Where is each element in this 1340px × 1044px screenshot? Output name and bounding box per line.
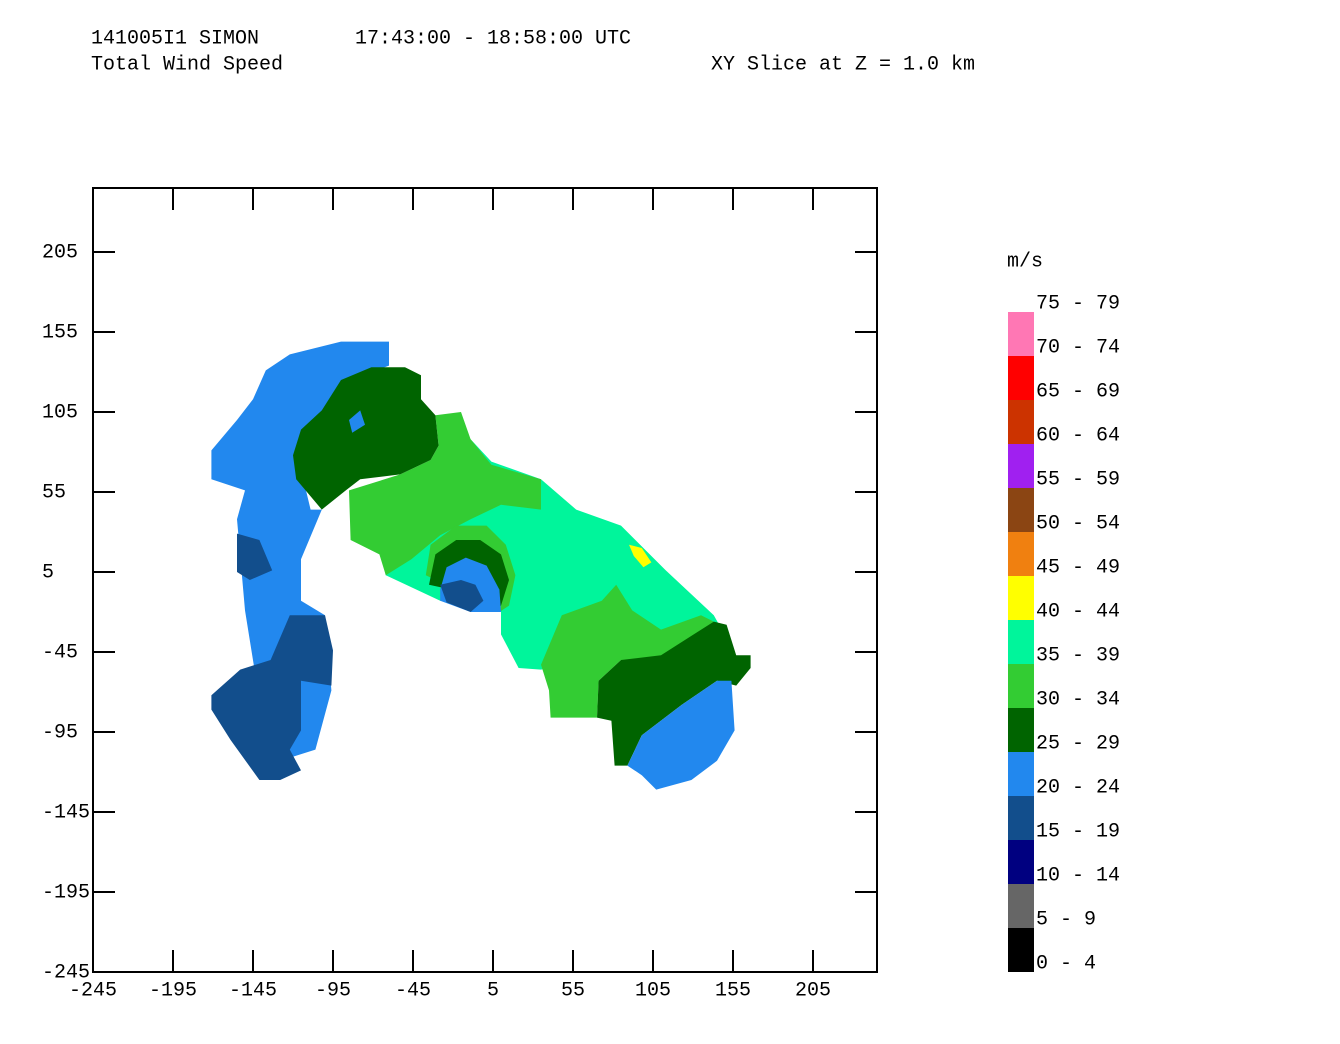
field-name: Total Wind Speed	[91, 53, 283, 76]
contour-region	[627, 680, 735, 790]
legend-label: 60 - 64	[1036, 424, 1120, 447]
contour-region	[237, 533, 273, 580]
legend-swatch	[1008, 488, 1034, 532]
y-tick-label: -195	[42, 881, 90, 904]
contour-region	[293, 367, 439, 510]
contour-region	[629, 544, 652, 568]
x-tick-label: 105	[635, 979, 671, 1002]
legend-label: 10 - 14	[1036, 864, 1120, 887]
contour-region	[349, 410, 365, 433]
legend-label: 75 - 79	[1036, 292, 1120, 315]
contour-region	[440, 580, 484, 612]
contour-region	[541, 584, 714, 718]
contour-region	[211, 341, 389, 761]
storm-name: 141005I1 SIMON	[91, 27, 259, 50]
legend-label: 65 - 69	[1036, 380, 1120, 403]
x-tick-label: 5	[487, 979, 499, 1002]
plot-frame	[92, 187, 878, 973]
contour-region	[597, 621, 751, 766]
y-tick-label: 5	[42, 561, 54, 584]
legend-label: 0 - 4	[1036, 952, 1096, 975]
legend-swatch	[1008, 576, 1034, 620]
slice-info: XY Slice at Z = 1.0 km	[711, 53, 975, 76]
y-tick-label: 105	[42, 401, 78, 424]
legend-label: 5 - 9	[1036, 908, 1096, 931]
x-tick-label: 205	[795, 979, 831, 1002]
contour-region	[349, 412, 541, 576]
x-tick-label: -195	[149, 979, 197, 1002]
x-tick-label: -245	[69, 979, 117, 1002]
y-tick-label: 205	[42, 241, 78, 264]
legend-label: 45 - 49	[1036, 556, 1120, 579]
legend-swatch	[1008, 312, 1034, 356]
y-tick-label: -45	[42, 641, 78, 664]
legend-swatch	[1008, 664, 1034, 708]
y-tick-label: -145	[42, 801, 90, 824]
legend-title: m/s	[1007, 250, 1043, 273]
time-range: 17:43:00 - 18:58:00 UTC	[355, 27, 631, 50]
x-tick-label: -145	[229, 979, 277, 1002]
y-tick-label: -245	[42, 961, 90, 984]
legend-swatch	[1008, 444, 1034, 488]
contour-region	[211, 615, 333, 780]
legend-label: 35 - 39	[1036, 644, 1120, 667]
legend-label: 30 - 34	[1036, 688, 1120, 711]
legend-swatch	[1008, 356, 1034, 400]
legend-label: 40 - 44	[1036, 600, 1120, 623]
legend-swatch	[1008, 884, 1034, 928]
legend-label: 55 - 59	[1036, 468, 1120, 491]
legend-swatch	[1008, 532, 1034, 576]
legend-swatch	[1008, 796, 1034, 840]
legend-label: 50 - 54	[1036, 512, 1120, 535]
legend-label: 25 - 29	[1036, 732, 1120, 755]
legend-swatch	[1008, 840, 1034, 884]
x-tick-label: -45	[395, 979, 431, 1002]
legend-label: 15 - 19	[1036, 820, 1120, 843]
y-tick-label: 155	[42, 321, 78, 344]
legend-swatch	[1008, 928, 1034, 972]
legend-swatch	[1008, 620, 1034, 664]
legend-swatch	[1008, 752, 1034, 796]
y-tick-label: -95	[42, 721, 78, 744]
legend-swatch	[1008, 708, 1034, 752]
legend-label: 20 - 24	[1036, 776, 1120, 799]
x-tick-label: 55	[561, 979, 585, 1002]
y-tick-label: 55	[42, 481, 66, 504]
x-tick-label: -95	[315, 979, 351, 1002]
x-tick-label: 155	[715, 979, 751, 1002]
legend-label: 70 - 74	[1036, 336, 1120, 359]
legend-swatch	[1008, 400, 1034, 444]
